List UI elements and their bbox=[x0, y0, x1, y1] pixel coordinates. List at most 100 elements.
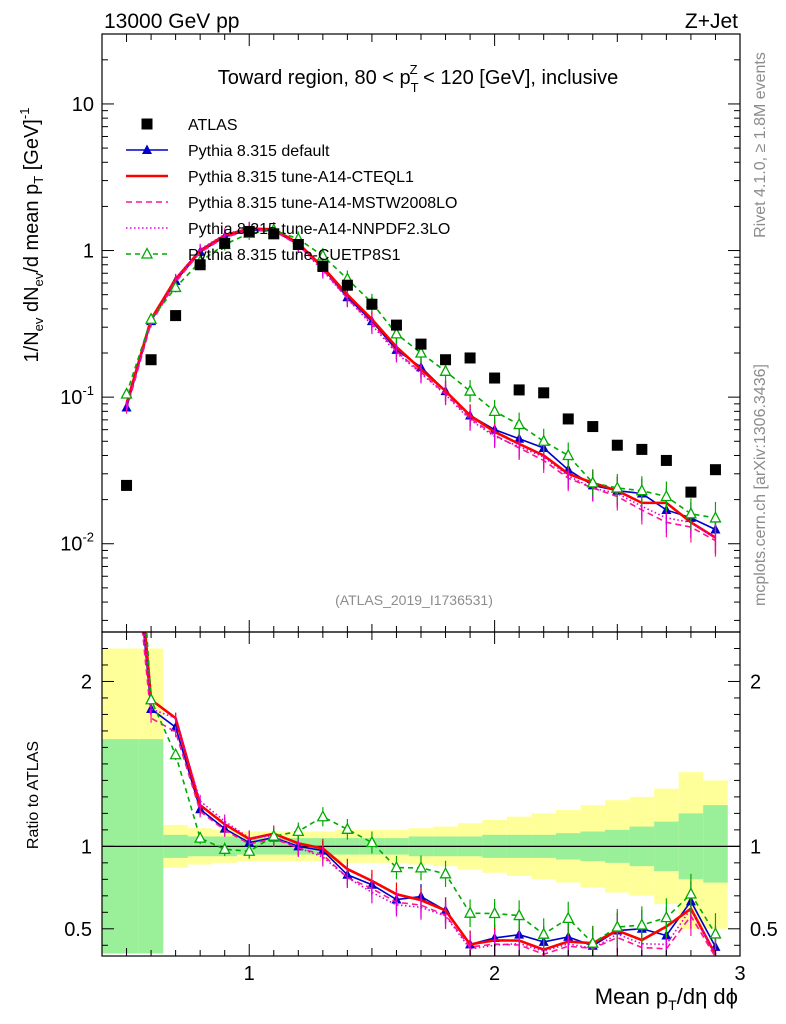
series-point bbox=[513, 417, 526, 430]
series-point bbox=[562, 448, 575, 461]
main-series bbox=[120, 221, 722, 557]
legend-entry: Pythia 8.315 tune-A14-NNPDF2.3LO bbox=[126, 221, 450, 238]
mcplots-label: mcplots.cern.ch [arXiv:1306.3436] bbox=[752, 364, 769, 606]
ratio-point bbox=[390, 860, 403, 873]
ratio-point bbox=[292, 824, 305, 837]
y-tick-base: 1 bbox=[83, 241, 94, 263]
data-point bbox=[145, 354, 157, 366]
legend-marker bbox=[142, 144, 152, 154]
y-tick-base: 10 bbox=[72, 94, 94, 116]
series-point bbox=[709, 511, 722, 523]
ratio-point bbox=[243, 844, 256, 856]
ratio-point bbox=[611, 920, 624, 932]
series-point bbox=[537, 434, 550, 446]
ratio-point bbox=[709, 927, 722, 939]
data-point bbox=[366, 298, 378, 310]
series-point bbox=[684, 506, 697, 519]
band-inner bbox=[703, 805, 728, 883]
ratio-ylabel: Ratio to ATLAS bbox=[25, 741, 42, 849]
data-point bbox=[268, 228, 280, 240]
ratio-point bbox=[194, 831, 207, 843]
legend-entry: Pythia 8.315 tune-A14-MSTW2008LO bbox=[126, 195, 457, 212]
y-tick-label: 10-1 bbox=[60, 383, 94, 409]
ratio-tick-label-left: 0.5 bbox=[64, 919, 92, 941]
y-tick-base: 10 bbox=[60, 534, 82, 556]
data-point bbox=[513, 384, 525, 396]
ratio-point bbox=[341, 822, 354, 834]
series-point bbox=[414, 346, 428, 358]
ratio-point bbox=[122, 445, 132, 455]
analysis-watermark: (ATLAS_2019_I1736531) bbox=[335, 592, 493, 608]
legend-label: Pythia 8.315 default bbox=[188, 143, 330, 160]
series-point bbox=[316, 248, 329, 261]
series-point bbox=[439, 364, 452, 376]
legend-marker bbox=[140, 247, 154, 259]
data-point bbox=[219, 237, 231, 249]
data-point bbox=[562, 413, 574, 425]
main-ylabel: 1/Nev dNev/d mean pT [GeV]-1 bbox=[17, 108, 46, 363]
series-point bbox=[390, 327, 403, 339]
x-tick-label: 2 bbox=[489, 963, 500, 985]
y-tick-label: 10 bbox=[72, 94, 94, 116]
ratio-tick-label-right: 2 bbox=[750, 671, 761, 693]
ratio-point bbox=[684, 887, 697, 899]
ratio-series bbox=[122, 313, 722, 956]
data-point bbox=[194, 259, 206, 271]
data-point bbox=[415, 338, 427, 350]
data-point bbox=[440, 354, 452, 366]
ratio-tick-label-right: 0.5 bbox=[750, 919, 778, 941]
legend: ATLAS Pythia 8.315 default Pythia 8.315 tu… bbox=[126, 117, 457, 264]
ratio-point bbox=[267, 829, 280, 841]
data-point bbox=[464, 352, 476, 364]
y-tick-base: 10 bbox=[60, 387, 82, 409]
data-point bbox=[341, 279, 353, 291]
ratio-point bbox=[488, 906, 501, 919]
x-tick-label: 1 bbox=[244, 963, 255, 985]
legend-label: Pythia 8.315 tune-CUETP8S1 bbox=[188, 247, 401, 264]
ratio-point bbox=[660, 910, 673, 923]
y-tick-exp: -1 bbox=[82, 383, 94, 398]
legend-entry: Pythia 8.315 tune-CUETP8S1 bbox=[126, 247, 401, 264]
ratio-point bbox=[586, 936, 599, 948]
series-point bbox=[169, 280, 182, 293]
legend-label: Pythia 8.315 tune-A14-MSTW2008LO bbox=[188, 195, 457, 212]
ratio-point bbox=[439, 866, 452, 879]
ratio-point bbox=[145, 692, 158, 705]
legend-marker bbox=[141, 118, 153, 130]
series-point bbox=[635, 483, 648, 496]
ratio-point bbox=[562, 911, 575, 923]
ratio-point bbox=[218, 842, 231, 854]
data-point bbox=[709, 464, 721, 476]
header-right: Z+Jet bbox=[685, 10, 738, 33]
series-point bbox=[488, 404, 501, 416]
rivet-label: Rivet 4.1.0, ≥ 1.8M events bbox=[752, 52, 769, 238]
ratio-point bbox=[635, 918, 648, 930]
data-point bbox=[538, 387, 550, 399]
series-point bbox=[464, 384, 477, 396]
ratio-tick-label-left: 2 bbox=[81, 671, 92, 693]
data-point bbox=[685, 486, 697, 498]
x-tick-label: 3 bbox=[734, 963, 745, 985]
plot-title: Toward region, 80 < pTZ < 120 [GeV], inc… bbox=[218, 62, 618, 95]
ratio-tick-label-right: 1 bbox=[750, 836, 761, 858]
data-point bbox=[587, 421, 599, 433]
data-point bbox=[390, 319, 402, 331]
legend-entry: Pythia 8.315 default bbox=[126, 143, 330, 160]
ratio-point bbox=[464, 906, 477, 918]
series-point bbox=[586, 476, 599, 488]
data-point bbox=[636, 443, 648, 455]
xlabel: Mean pT/dη dϕ bbox=[595, 984, 738, 1013]
legend-entry: Pythia 8.315 tune-A14-CTEQL1 bbox=[126, 169, 414, 186]
series-point bbox=[120, 387, 133, 399]
atlas-data-markers bbox=[121, 225, 721, 498]
data-point bbox=[660, 454, 672, 466]
legend-entry: ATLAS bbox=[141, 117, 238, 134]
legend-label: Pythia 8.315 tune-A14-CTEQL1 bbox=[188, 169, 414, 186]
ratio-frame: 0.5 0.5 1 1 2 2 1 2 3 bbox=[64, 631, 778, 985]
legend-label: ATLAS bbox=[188, 117, 238, 134]
ratio-point bbox=[122, 313, 132, 323]
series-point bbox=[611, 481, 624, 493]
ratio-point bbox=[169, 747, 182, 760]
